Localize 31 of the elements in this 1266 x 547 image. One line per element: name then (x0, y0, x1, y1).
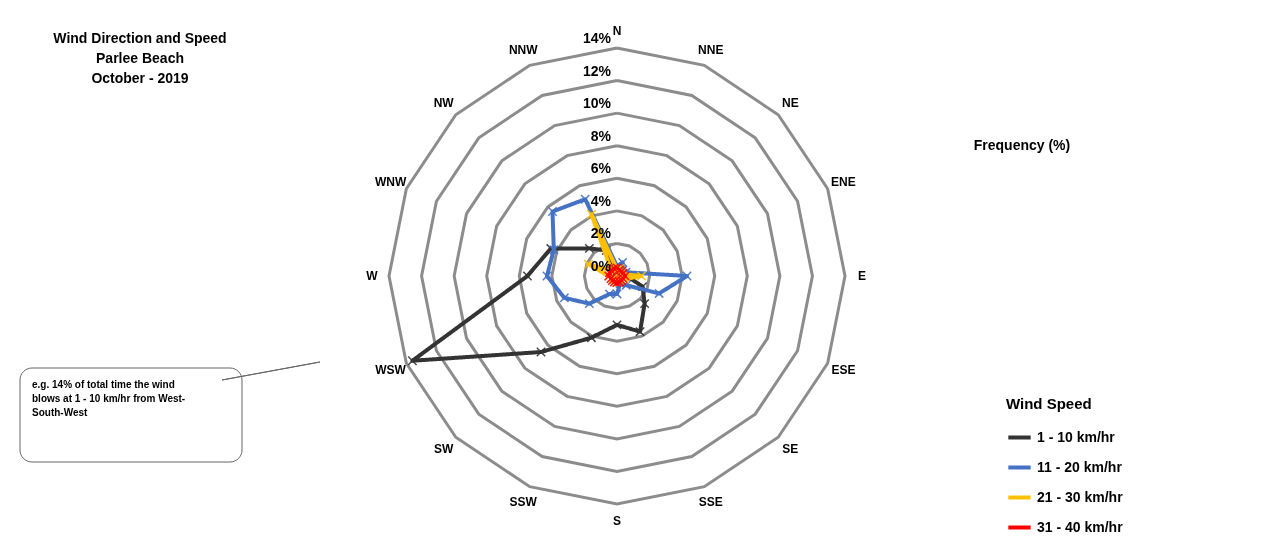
y-tick-label: 8% (590, 127, 612, 144)
spoke-label: SE (782, 442, 799, 457)
y-tick-label: 14% (582, 30, 612, 46)
spoke-label: S (612, 514, 622, 529)
spoke-label: ENE (831, 175, 856, 190)
y-tick-label: 10% (582, 95, 612, 112)
text: Frequency (%) (973, 137, 1071, 153)
spoke-label: SSW (509, 495, 538, 510)
text: Wind Direction and Speed (53, 30, 227, 46)
y-tick-label: 6% (590, 160, 612, 177)
legend-label: 1 - 10 km/hr (1037, 428, 1116, 445)
y-tick-label: 12% (582, 62, 612, 79)
spoke-label: WNW (374, 175, 407, 190)
spoke-label: W (366, 269, 379, 283)
spoke-label: E (858, 269, 867, 283)
spoke-label: SSE (698, 495, 723, 510)
spoke-label: NE (781, 95, 799, 110)
legend-label: 21 - 30 km/hr (1037, 488, 1124, 505)
spoke-label: SW (434, 442, 455, 457)
legend-label: 11 - 20 km/hr (1037, 458, 1123, 475)
spoke-label: ESE (831, 362, 856, 377)
spoke-label: NNE (698, 42, 724, 57)
spoke-label: N (612, 23, 622, 38)
text: Parlee Beach October - 2019 (91, 50, 189, 86)
legend-label: 31 - 40 km/hr (1037, 518, 1124, 535)
spoke-label: WSW (375, 362, 407, 377)
y-tick-label: 4% (590, 192, 612, 209)
text: e.g. 14% of total time the wind blows at 1 - 10 km/hr from West-South-West (32, 379, 186, 418)
legend-title: Wind Speed (1006, 395, 1092, 412)
spoke-label: NW (433, 95, 455, 110)
spoke-label: NNW (508, 42, 539, 57)
